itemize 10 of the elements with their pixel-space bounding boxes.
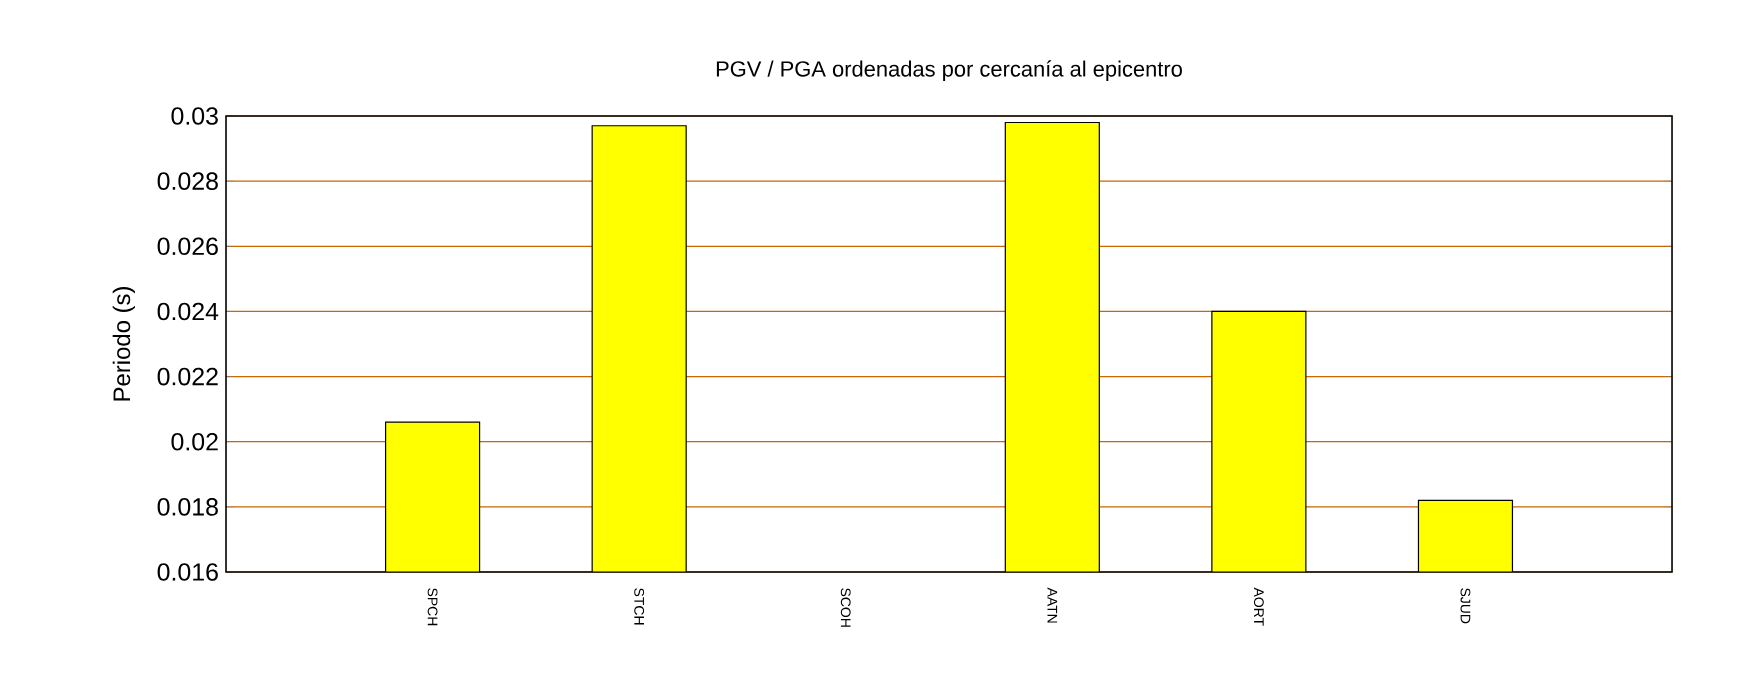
y-tick-label: 0.016 bbox=[157, 563, 218, 581]
y-tick-label: 0.028 bbox=[157, 172, 218, 190]
y-tick-label: 0.018 bbox=[157, 498, 218, 516]
y-tick-label: 0.03 bbox=[171, 107, 218, 125]
y-tick-label: 0.026 bbox=[157, 237, 218, 256]
chart-title: PGV / PGA ordenadas por cercanía al epicentro bbox=[716, 60, 1182, 81]
y-tick-label: 0.02 bbox=[171, 432, 218, 451]
y-axis-title: Periodo (s) bbox=[112, 287, 135, 401]
y-tick-label: 0.022 bbox=[157, 367, 218, 386]
y-tick-label: 0.024 bbox=[157, 302, 219, 321]
